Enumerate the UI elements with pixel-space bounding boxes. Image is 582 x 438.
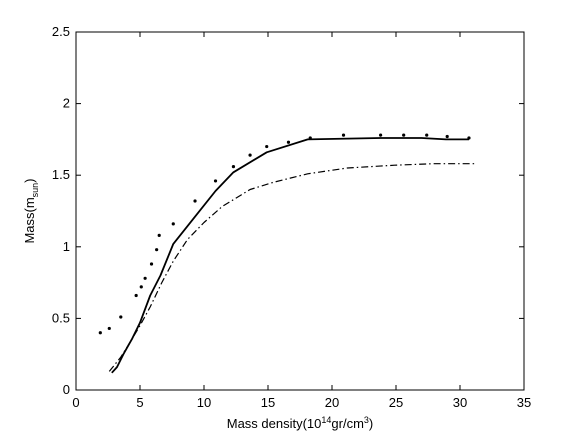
x-axis-label-sup1: 14 bbox=[321, 415, 331, 425]
y-axis-label-base: Mass(m bbox=[22, 197, 37, 243]
dot-series-point bbox=[467, 136, 471, 140]
dot-series-point bbox=[149, 262, 154, 266]
y-tick-label: 2 bbox=[63, 96, 70, 111]
y-axis-ticks: 0 0.5 1 1.5 2 2.5 bbox=[52, 24, 524, 397]
dot-series-point bbox=[445, 134, 449, 139]
y-tick-label: 2.5 bbox=[52, 24, 70, 39]
y-axis-label-end: ) bbox=[22, 178, 37, 182]
dot-series-point bbox=[379, 133, 383, 137]
dot-series-point bbox=[107, 326, 111, 331]
x-axis-label-end: ) bbox=[369, 416, 373, 431]
plot-frame bbox=[75, 31, 525, 391]
x-axis-label-mid: gr/cm bbox=[331, 416, 364, 431]
x-axis-label-sup2: 3 bbox=[364, 415, 369, 425]
y-axis-label: Mass(msun) bbox=[22, 178, 40, 243]
dot-series-point bbox=[308, 136, 312, 140]
dot-series-point bbox=[286, 140, 291, 144]
dot-series-point bbox=[143, 276, 147, 280]
dot-series-point bbox=[248, 153, 252, 157]
dot-series-point bbox=[157, 233, 161, 237]
dot-series-point bbox=[139, 285, 143, 289]
dot-series-point bbox=[119, 315, 123, 319]
y-tick-label: 1.5 bbox=[52, 167, 70, 182]
x-tick-label: 35 bbox=[517, 395, 531, 410]
x-axis-label-base: Mass density(10 bbox=[227, 416, 322, 431]
x-tick-label: 5 bbox=[136, 395, 143, 410]
dot-series-point bbox=[265, 144, 269, 149]
dot-series-point bbox=[402, 133, 406, 137]
dot-series-point bbox=[231, 165, 236, 169]
dashdot-series-line bbox=[108, 163, 476, 372]
x-axis-label: Mass density(1014gr/cm3) bbox=[227, 415, 374, 431]
x-tick-label: 15 bbox=[261, 395, 275, 410]
dot-series-point bbox=[213, 179, 218, 183]
x-tick-label: 25 bbox=[389, 395, 403, 410]
dot-series-point bbox=[425, 133, 429, 137]
x-tick-label: 30 bbox=[453, 395, 467, 410]
x-tick-label: 10 bbox=[197, 395, 211, 410]
dot-series-point bbox=[171, 222, 175, 226]
dot-series-point bbox=[341, 133, 346, 137]
x-axis-ticks: 0 5 10 15 20 25 30 35 bbox=[72, 32, 531, 410]
y-tick-label: 0 bbox=[63, 382, 70, 397]
dot-series-point bbox=[134, 293, 138, 298]
dot-series-point bbox=[155, 248, 159, 252]
x-tick-label: 20 bbox=[325, 395, 339, 410]
x-tick-label: 0 bbox=[72, 395, 79, 410]
solid-series-line bbox=[111, 137, 469, 374]
y-tick-label: 0.5 bbox=[52, 310, 70, 325]
series-group bbox=[98, 133, 476, 374]
y-axis-label-sub: sun bbox=[30, 183, 40, 198]
y-tick-label: 1 bbox=[63, 239, 70, 254]
dot-series-point bbox=[193, 199, 197, 203]
dot-series-point bbox=[98, 331, 102, 335]
